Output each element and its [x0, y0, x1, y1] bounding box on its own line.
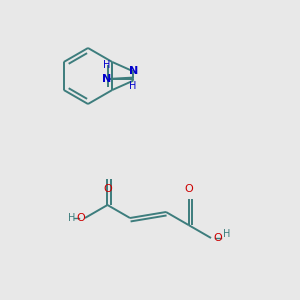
Text: O: O [103, 184, 112, 194]
Text: O: O [76, 213, 85, 223]
Text: H: H [103, 60, 110, 70]
Text: O: O [213, 233, 222, 243]
Text: H: H [223, 229, 231, 239]
Text: O: O [184, 184, 193, 194]
Text: N: N [128, 66, 138, 76]
Text: N: N [102, 74, 112, 84]
Text: H: H [130, 81, 137, 91]
Text: H: H [68, 213, 76, 223]
